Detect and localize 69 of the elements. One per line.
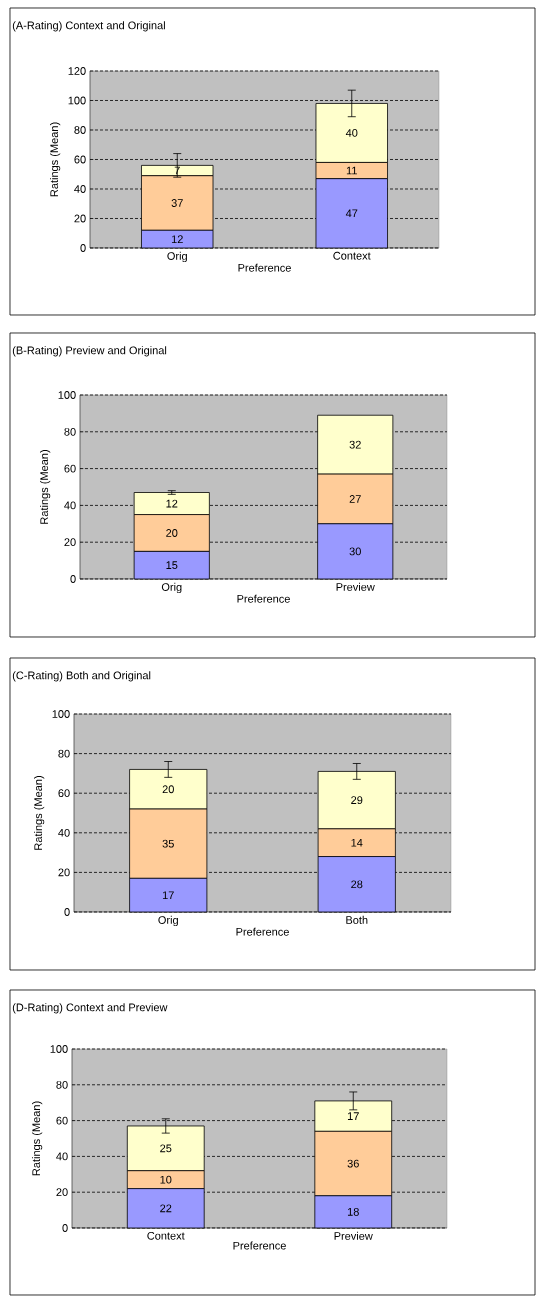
data-label: 15 [166,561,178,570]
x-axis-title: Preference [237,594,290,603]
x-tick-label: Both [346,915,368,924]
x-axis-title: Preference [233,1241,286,1250]
y-tick-label: 60 [64,464,76,473]
chart-title: (C-Rating) Both and Original [12,671,151,682]
chart-title: (B-Rating) Preview and Original [12,346,167,357]
data-label: 12 [166,499,178,508]
x-tick-label: Orig [167,251,187,263]
chart-title: (A-Rating) Context and Original [12,21,165,32]
data-label: 17 [347,1112,359,1120]
y-tick-label: 60 [58,789,70,798]
y-tick-label: 60 [56,1116,68,1125]
y-tick-label: 80 [56,1080,68,1089]
data-label: 47 [345,209,358,218]
x-tick-label: Preview [334,1231,373,1240]
y-tick-label: 20 [64,538,76,547]
x-tick-label: Orig [158,915,178,927]
data-label: 40 [345,129,358,137]
y-tick-label: 100 [58,391,76,399]
y-tick-label: 80 [64,427,76,436]
y-tick-label: 0 [62,1224,68,1232]
data-label: 12 [171,235,183,243]
x-tick-label: Context [147,1231,185,1240]
y-tick-label: 100 [52,710,70,718]
data-label: 36 [347,1159,359,1168]
y-tick-label: 0 [64,908,70,916]
y-axis-title: Ratings (Mean) [40,450,51,524]
y-axis-title: Ratings (Mean) [50,122,61,197]
y-tick-label: 0 [80,244,86,252]
y-tick-label: 40 [56,1152,68,1161]
data-label: 27 [349,495,361,503]
x-tick-label: Orig [161,582,182,594]
data-label: 18 [347,1208,359,1216]
y-tick-label: 120 [68,67,86,75]
x-tick-label: Preview [336,582,375,591]
y-axis-title: Ratings (Mean) [34,776,45,850]
data-label: 11 [346,166,357,175]
y-tick-label: 20 [56,1188,68,1197]
y-tick-label: 80 [58,749,70,758]
x-axis-title: Preference [236,927,289,936]
y-axis-title: Ratings (Mean) [32,1101,43,1176]
data-label: 7 [174,166,180,175]
data-label: 10 [160,1175,172,1184]
chart-title: (D-Rating) Context and Preview [12,1003,168,1014]
data-label: 17 [162,891,174,899]
y-tick-label: 40 [64,501,76,510]
data-label: 25 [160,1144,172,1153]
y-tick-label: 60 [74,155,86,164]
y-tick-label: 100 [50,1045,68,1053]
data-label: 28 [351,880,363,889]
data-label: 20 [166,529,178,537]
y-tick-label: 0 [70,575,76,583]
data-label: 30 [349,547,361,556]
y-tick-label: 100 [68,96,86,105]
data-label: 32 [349,440,361,449]
data-label: 29 [351,796,363,805]
x-axis-title: Preference [238,263,291,272]
data-label: 20 [162,785,174,794]
y-tick-label: 40 [74,185,86,193]
y-tick-label: 80 [74,126,86,134]
y-tick-label: 20 [58,868,70,877]
x-tick-label: Context [333,251,371,260]
y-tick-label: 20 [74,214,86,223]
data-label: 37 [171,199,183,207]
data-label: 22 [160,1204,172,1213]
data-label: 14 [351,838,363,847]
y-tick-label: 40 [58,828,70,837]
data-label: 35 [162,839,174,848]
